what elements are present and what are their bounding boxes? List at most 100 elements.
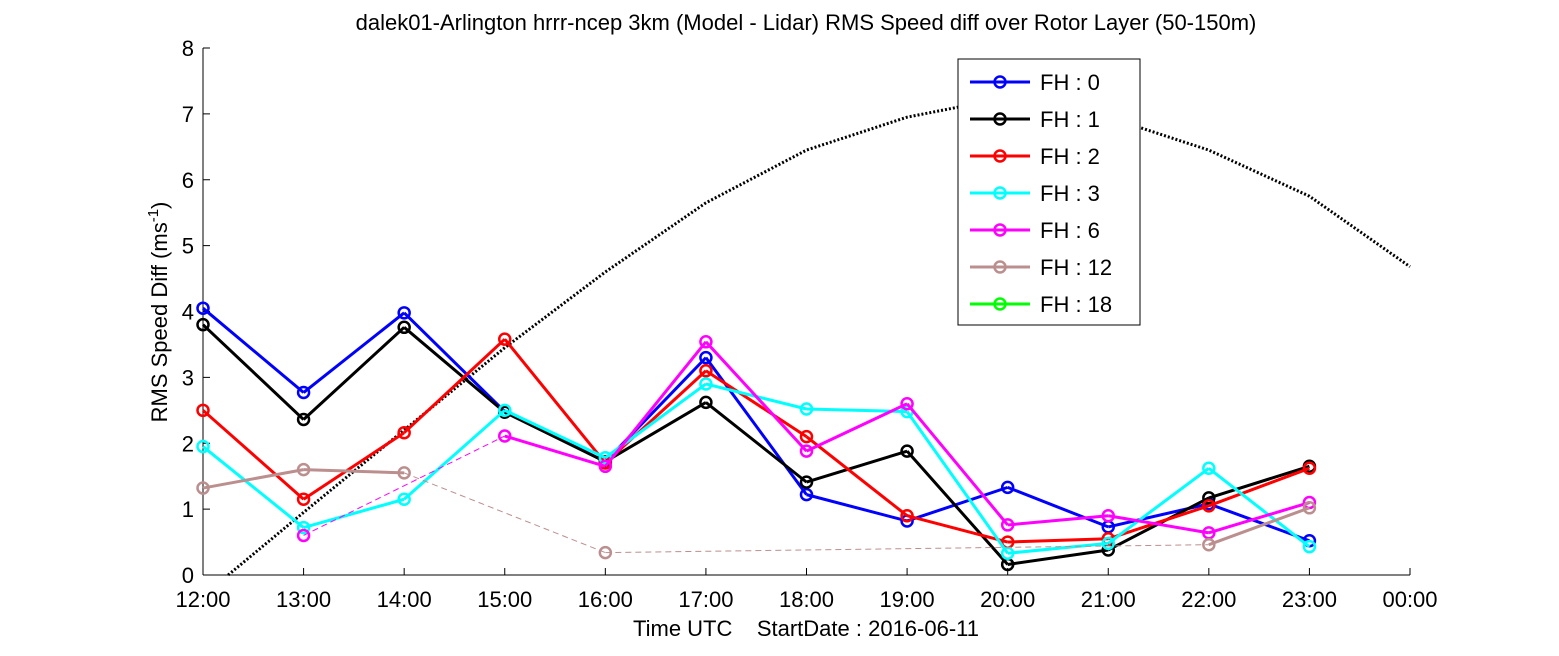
series-line-segment bbox=[805, 435, 909, 517]
series-line-segment bbox=[1208, 464, 1310, 500]
series-line-segment bbox=[806, 449, 908, 484]
series-point bbox=[397, 492, 411, 506]
series-point bbox=[397, 320, 411, 335]
series-point bbox=[1202, 499, 1216, 513]
series-point bbox=[799, 429, 814, 444]
series-line-segment bbox=[201, 323, 305, 421]
series-line-segment bbox=[906, 485, 1009, 523]
legend-entry: FH : 12 bbox=[970, 255, 1112, 280]
series-5 bbox=[196, 462, 1317, 560]
series-line-segment bbox=[905, 450, 1009, 566]
legend-entry: FH : 6 bbox=[970, 218, 1100, 243]
series-line-segment bbox=[302, 431, 405, 501]
legend-entry: FH : 3 bbox=[970, 181, 1100, 206]
legend-entry: FH : 0 bbox=[970, 70, 1100, 95]
series-point bbox=[397, 425, 411, 440]
x-tick-label: 17:00 bbox=[678, 587, 733, 612]
series-point bbox=[296, 528, 311, 543]
y-axis-label-close: ) bbox=[147, 202, 172, 209]
series-line-segment bbox=[504, 434, 606, 468]
series-line-segment bbox=[302, 326, 406, 421]
series-line-segment bbox=[604, 340, 708, 468]
x-tick-label: 21:00 bbox=[1081, 587, 1136, 612]
x-tick-label: 20:00 bbox=[980, 587, 1035, 612]
series-point bbox=[498, 403, 512, 418]
legend-swatch-marker bbox=[993, 186, 1007, 200]
series-line-segment bbox=[1007, 541, 1109, 555]
series-point bbox=[196, 301, 210, 315]
y-tick-label: 1 bbox=[182, 497, 194, 522]
series-point bbox=[397, 466, 411, 480]
series-point bbox=[397, 306, 411, 320]
series-line-segment bbox=[302, 311, 406, 394]
series-line-segment bbox=[504, 408, 606, 460]
series-line-segment bbox=[805, 402, 908, 453]
legend-label: FH : 6 bbox=[1040, 218, 1100, 243]
series-point bbox=[498, 332, 512, 346]
series-point bbox=[699, 377, 713, 391]
legend-label: FH : 1 bbox=[1040, 107, 1100, 132]
series-line-segment bbox=[1207, 467, 1311, 548]
series-layer bbox=[196, 301, 1317, 572]
series-point bbox=[799, 402, 814, 416]
series-line-segment bbox=[1208, 466, 1310, 508]
series-point bbox=[699, 395, 713, 410]
series-line-segment bbox=[705, 369, 808, 438]
legend-label: FH : 3 bbox=[1040, 181, 1100, 206]
y-tick-label: 4 bbox=[182, 300, 194, 325]
series-point bbox=[900, 444, 914, 458]
series-point bbox=[296, 492, 311, 506]
legend: FH : 0 FH : 1 FH : 2 FH : 3 FH : 6 FH : 12 FH … bbox=[957, 58, 1141, 326]
series-point bbox=[799, 487, 814, 502]
series-line-segment bbox=[403, 472, 606, 554]
axis-ticks: 12:00 13:00 14:00 15:00 16:00 17:00 18:00 19:00… bbox=[175, 36, 1437, 612]
series-point bbox=[196, 439, 210, 454]
legend-swatch-marker bbox=[993, 260, 1007, 274]
y-tick-label: 3 bbox=[182, 365, 194, 390]
series-line-segment bbox=[403, 338, 506, 434]
x-tick-label: 16:00 bbox=[578, 587, 633, 612]
reference-curve-line bbox=[227, 99, 1411, 577]
y-tick-label: 8 bbox=[182, 36, 194, 61]
series-line-segment bbox=[403, 409, 506, 501]
legend-label: FH : 12 bbox=[1040, 255, 1112, 280]
series-point bbox=[1000, 518, 1015, 532]
series-line-segment bbox=[1007, 537, 1109, 544]
y-tick-label: 0 bbox=[182, 563, 194, 588]
series-point bbox=[296, 520, 311, 535]
series-point bbox=[1202, 461, 1216, 476]
legend-swatch-marker bbox=[993, 223, 1007, 237]
series-point bbox=[699, 364, 713, 378]
legend-label: FH : 18 bbox=[1040, 292, 1112, 317]
series-line-segment bbox=[604, 401, 707, 463]
series-point bbox=[196, 403, 210, 418]
legend-swatch-marker bbox=[993, 297, 1007, 311]
series-point bbox=[296, 385, 311, 400]
legend-label: FH : 2 bbox=[1040, 144, 1100, 169]
x-tick-label: 13:00 bbox=[276, 587, 331, 612]
legend-swatch-marker bbox=[993, 112, 1007, 126]
y-tick-label: 6 bbox=[182, 168, 194, 193]
series-point bbox=[1101, 536, 1115, 551]
x-tick-label: 00:00 bbox=[1382, 587, 1437, 612]
series-line-segment bbox=[202, 307, 305, 394]
series-point bbox=[196, 317, 210, 332]
series-point bbox=[498, 429, 512, 443]
x-axis-label: Time UTC StartDate : 2016-06-11 bbox=[633, 616, 979, 641]
series-1 bbox=[196, 317, 1317, 572]
series-point bbox=[1101, 508, 1115, 523]
series-line-segment bbox=[1208, 501, 1310, 535]
series-line-segment bbox=[1007, 514, 1109, 527]
chart-title: dalek01-Arlington hrrr-ncep 3km (Model -… bbox=[356, 10, 1257, 35]
series-point bbox=[598, 545, 613, 560]
y-axis-label: RMS Speed Diff (ms-1) bbox=[145, 202, 172, 423]
series-3 bbox=[196, 377, 1317, 561]
series-point bbox=[1202, 491, 1216, 505]
series-4 bbox=[296, 335, 1317, 543]
series-line-segment bbox=[605, 544, 1209, 554]
x-tick-label: 22:00 bbox=[1181, 587, 1236, 612]
series-point bbox=[799, 475, 814, 489]
series-line-segment bbox=[1107, 467, 1210, 545]
y-tick-label: 7 bbox=[182, 102, 194, 127]
